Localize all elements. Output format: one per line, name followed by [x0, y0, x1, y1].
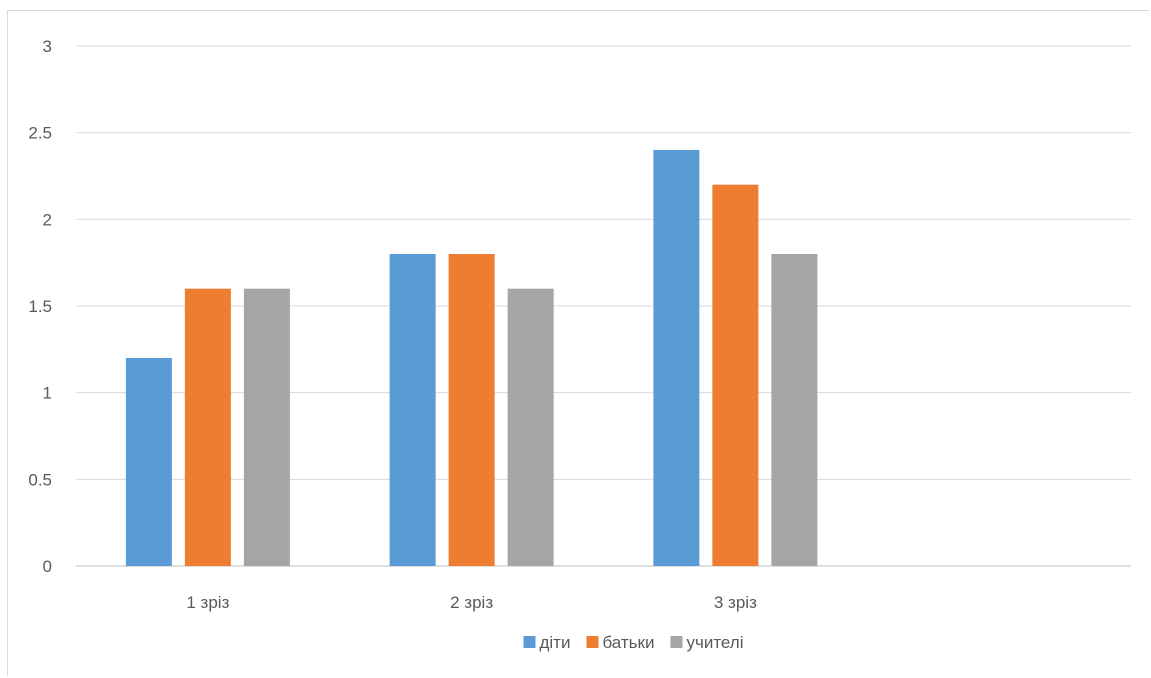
legend-label: учителі [686, 633, 743, 652]
legend-swatch-учителі [670, 636, 683, 648]
bar-учителі-2 [507, 288, 554, 566]
y-tick-label: 0 [43, 557, 52, 576]
bar-діти-2 [389, 254, 436, 566]
legend-swatch-батьки [586, 636, 599, 648]
bars [125, 150, 818, 566]
y-tick-label: 1.5 [28, 297, 52, 316]
y-axis: 0 0.5 1 1.5 2 2.5 3 [28, 37, 52, 576]
bar-діти-1 [125, 358, 172, 566]
bar-батьки-3 [712, 184, 759, 566]
x-axis: 1 зріз 2 зріз 3 зріз [186, 593, 757, 612]
bar-батьки-2 [448, 254, 495, 566]
x-tick-label: 1 зріз [186, 593, 229, 612]
bar-діти-3 [653, 150, 700, 566]
bar-учителі-1 [243, 288, 290, 566]
y-tick-label: 2 [43, 210, 52, 229]
bar-учителі-3 [771, 254, 818, 566]
bar-батьки-1 [184, 288, 231, 566]
legend: діти батьки учителі [523, 633, 744, 652]
y-tick-label: 0.5 [28, 470, 52, 489]
legend-label: діти [539, 633, 570, 652]
gridlines [76, 45, 1131, 567]
y-tick-label: 2.5 [28, 124, 52, 143]
y-tick-label: 1 [43, 384, 52, 403]
legend-label: батьки [602, 633, 654, 652]
y-tick-label: 3 [43, 37, 52, 56]
x-tick-label: 2 зріз [450, 593, 493, 612]
x-tick-label: 3 зріз [714, 593, 757, 612]
legend-swatch-діти [523, 636, 536, 648]
chart-frame [7, 10, 1149, 676]
